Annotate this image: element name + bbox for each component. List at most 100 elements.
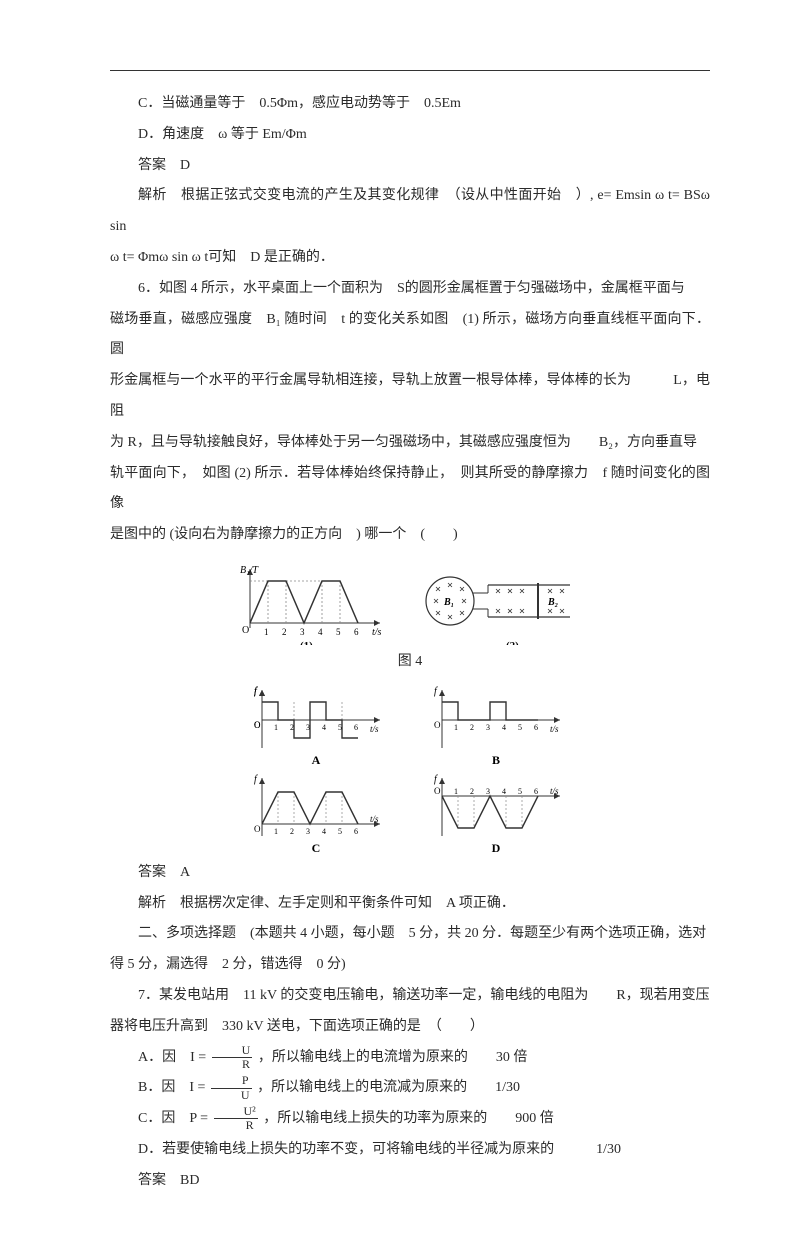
explain-label: 解析 <box>138 188 181 203</box>
svg-text:t/s: t/s <box>370 724 379 734</box>
q6-answer-row: 答案 A <box>110 858 710 889</box>
section2-head-b: 得 5 分，漏选得 2 分，错选得 0 分) <box>110 950 710 981</box>
svg-text:4: 4 <box>322 827 326 836</box>
answer-label: 答案 <box>138 865 180 880</box>
q6-stem1: 6．如图 4 所示，水平桌面上一个面积为 S的圆形金属框置于匀强磁场中，金属框平… <box>110 274 710 305</box>
svg-text:1: 1 <box>274 723 278 732</box>
svg-text:1: 1 <box>274 827 278 836</box>
options-row-1: f t/s O 1 2 3 4 5 6 f t/s <box>110 682 710 768</box>
q5-option-d: D．角速度 ω 等于 Em/Φm <box>110 120 710 151</box>
svg-text:6: 6 <box>534 787 538 796</box>
q6-answer: A <box>180 865 190 880</box>
options-row-2: f t/s O 1 2 3 4 5 6 C f t/s O 1 2 3 4 5 6 <box>110 770 710 856</box>
svg-text:2: 2 <box>470 723 474 732</box>
fig2-mark: (2) <box>506 640 519 645</box>
q7-a-pre: A．因 I = <box>138 1050 206 1065</box>
top-rule <box>110 70 710 71</box>
svg-text:6: 6 <box>354 627 359 637</box>
q6-stem2: 磁场垂直，磁感应强度 B₁ 随时间 t 的变化关系如图 (1) 所示，磁场方向垂… <box>110 305 710 367</box>
q5-exp2: ω t= Φmω sin ω t可知 D 是正确的． <box>110 243 710 274</box>
answer-label: 答案 <box>138 158 180 173</box>
q5-exp-row: 解析 根据正弦式交变电流的产生及其变化规律 （设从中性面开始 ）, e= Ems… <box>110 181 710 243</box>
q7-answer: BD <box>180 1173 199 1188</box>
q7-a-post: ，所以输电线上的电流增为原来的 30 倍 <box>258 1050 528 1065</box>
q5-exp: 根据正弦式交变电流的产生及其变化规律 （设从中性面开始 ）, e= Emsin … <box>110 188 710 234</box>
svg-text:O: O <box>434 786 441 796</box>
svg-text:O: O <box>434 720 441 730</box>
svg-text:O: O <box>254 720 261 730</box>
svg-text:3: 3 <box>300 627 305 637</box>
svg-text:4: 4 <box>322 723 326 732</box>
svg-text:2: 2 <box>290 827 294 836</box>
fig1-xlabel: t/s <box>372 627 382 638</box>
option-a-graph: f t/s O 123456 f t/s <box>250 682 390 768</box>
svg-text:3: 3 <box>486 723 490 732</box>
svg-text:B₁: B₁ <box>443 597 454 608</box>
option-b-graph: f t/s O 1 2 3 4 5 6 B <box>430 682 570 768</box>
option-d-graph: f t/s O 123456 D <box>430 770 570 856</box>
svg-text:O: O <box>242 625 249 636</box>
q6-exp: 根据楞次定律、左手定则和平衡条件可知 A 项正确． <box>180 896 515 911</box>
svg-text:5: 5 <box>338 827 342 836</box>
answer-label: 答案 <box>138 1173 180 1188</box>
svg-text:t/s: t/s <box>550 724 559 734</box>
svg-text:f: f <box>254 686 258 697</box>
fig4-svg: B₁/T t/s O 1 2 3 4 5 6 (1) <box>230 557 590 645</box>
fraction-a: UR <box>212 1044 253 1071</box>
q6-stem6: 是图中的 (设向右为静摩擦力的正方向 ) 哪一个 ( ) <box>110 520 710 551</box>
q7-option-a: A．因 I = UR ，所以输电线上的电流增为原来的 30 倍 <box>110 1043 710 1074</box>
svg-text:4: 4 <box>318 627 323 637</box>
svg-text:2: 2 <box>282 627 287 637</box>
figure-4: B₁/T t/s O 1 2 3 4 5 6 (1) <box>110 557 710 645</box>
q7-option-b: B．因 I = PU ，所以输电线上的电流减为原来的 1/30 <box>110 1073 710 1104</box>
fraction-b: PU <box>211 1074 252 1101</box>
svg-text:4: 4 <box>502 787 506 796</box>
svg-text:6: 6 <box>534 723 538 732</box>
svg-text:O: O <box>254 824 261 834</box>
fig2-b2: B₂ <box>547 597 558 608</box>
fig4-caption: 图 4 <box>110 647 710 678</box>
q7-answer-row: 答案 BD <box>110 1166 710 1197</box>
q6-stem5: 轨平面向下， 如图 (2) 所示．若导体棒始终保持静止， 则其所受的静摩擦力 f… <box>110 459 710 521</box>
q6-stem3: 形金属框与一个水平的平行金属导轨相连接，导轨上放置一根导体棒，导体棒的长为 L，… <box>110 366 710 428</box>
svg-text:f: f <box>254 774 258 785</box>
opt-b-label: B <box>492 753 500 767</box>
opt-d-label: D <box>492 841 501 855</box>
q7-stem2: 器将电压升高到 330 kV 送电，下面选项正确的是 （ ） <box>110 1012 710 1043</box>
svg-text:6: 6 <box>354 827 358 836</box>
q7-c-post: ，所以输电线上损失的功率为原来的 900 倍 <box>263 1111 554 1126</box>
section2-head: 二、多项选择题 (本题共 4 小题，每小题 5 分，共 20 分．每题至少有两个… <box>110 919 710 950</box>
svg-text:5: 5 <box>336 627 341 637</box>
fraction-c: U²R <box>214 1105 258 1132</box>
svg-text:t/s: t/s <box>550 786 559 796</box>
svg-text:f: f <box>434 774 438 785</box>
q6-stem4: 为 R，且与导轨接触良好，导体棒处于另一匀强磁场中，其磁感应强度恒为 B₂，方向… <box>110 428 710 459</box>
q7-option-d: D．若要使输电线上损失的功率不变，可将输电线的半径减为原来的 1/30 <box>110 1135 710 1166</box>
q5-answer-row: 答案 D <box>110 151 710 182</box>
opt-c-label: C <box>312 841 321 855</box>
q5-answer: D <box>180 158 190 173</box>
explain-label: 解析 <box>138 896 180 911</box>
svg-text:t/s: t/s <box>370 814 379 824</box>
svg-text:6: 6 <box>354 723 358 732</box>
svg-text:1: 1 <box>454 723 458 732</box>
fig1-ylabel: B₁/T <box>240 565 259 576</box>
opt-a-label: A <box>312 753 321 767</box>
q7-option-c: C．因 P = U²R ，所以输电线上损失的功率为原来的 900 倍 <box>110 1104 710 1135</box>
q7-b-pre: B．因 I = <box>138 1080 205 1095</box>
fig1-mark: (1) <box>300 640 313 645</box>
option-c-graph: f t/s O 1 2 3 4 5 6 C <box>250 770 390 856</box>
svg-text:2: 2 <box>470 787 474 796</box>
svg-text:1: 1 <box>264 627 269 637</box>
svg-text:1: 1 <box>454 787 458 796</box>
q7-stem1: 7．某发电站用 11 kV 的交变电压输电，输送功率一定，输电线的电阻为 R，现… <box>110 981 710 1012</box>
page-content: C．当磁通量等于 0.5Φm，感应电动势等于 0.5Em D．角速度 ω 等于 … <box>0 0 800 1237</box>
svg-text:3: 3 <box>306 827 310 836</box>
svg-text:5: 5 <box>518 723 522 732</box>
svg-text:4: 4 <box>502 723 506 732</box>
svg-text:3: 3 <box>486 787 490 796</box>
q7-c-pre: C．因 P = <box>138 1111 208 1126</box>
q5-option-c: C．当磁通量等于 0.5Φm，感应电动势等于 0.5Em <box>110 89 710 120</box>
svg-text:f: f <box>434 686 438 697</box>
q6-exp-row: 解析 根据楞次定律、左手定则和平衡条件可知 A 项正确． <box>110 889 710 920</box>
